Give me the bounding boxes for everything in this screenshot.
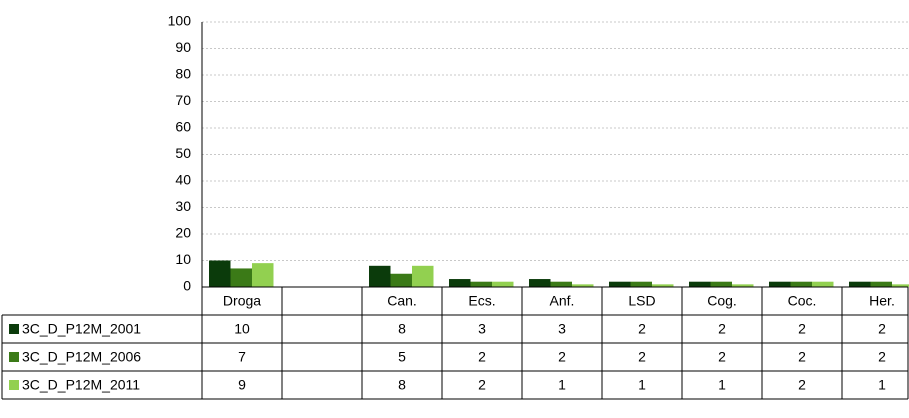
x-tick-label: Coc. [788,293,817,309]
bar [209,260,231,287]
y-tick-label: 30 [175,198,191,214]
table-value: 1 [718,377,726,393]
y-tick-label: 100 [168,13,192,29]
bar [252,263,274,287]
bar [710,281,732,287]
bar [870,281,892,287]
bar [529,279,551,287]
table-value: 10 [234,321,250,337]
table-value: 1 [878,377,886,393]
table-value: 9 [238,377,246,393]
bar [550,281,572,287]
table-value: 2 [878,321,886,337]
bar [892,284,909,287]
x-tick-label: Anf. [550,293,575,309]
table-value: 8 [398,321,406,337]
y-tick-label: 20 [175,225,191,241]
y-tick-label: 60 [175,119,191,135]
table-value: 2 [638,321,646,337]
table-value: 8 [398,377,406,393]
table-value: 2 [798,377,806,393]
y-tick-label: 50 [175,145,191,161]
y-tick-label: 80 [175,66,191,82]
bar [849,281,871,287]
legend-label: 3C_D_P12M_2006 [22,349,141,365]
table-value: 2 [638,349,646,365]
y-tick-label: 10 [175,251,191,267]
legend-label: 3C_D_P12M_2001 [22,321,141,337]
bar [369,265,391,287]
x-tick-label: Can. [387,293,417,309]
table-value: 3 [558,321,566,337]
x-tick-label: Her. [869,293,895,309]
table-value: 2 [798,321,806,337]
y-tick-label: 40 [175,172,191,188]
x-tick-label: Droga [223,293,261,309]
bar [790,281,812,287]
bar [609,281,631,287]
bar [572,284,594,287]
bar [412,265,434,287]
legend-label: 3C_D_P12M_2011 [22,377,140,393]
y-tick-label: 0 [183,278,191,294]
bar [449,279,471,287]
legend-swatch [9,380,19,390]
table-value: 3 [478,321,486,337]
bar [732,284,754,287]
x-tick-label: LSD [628,293,655,309]
table-value: 2 [478,377,486,393]
bar [230,268,252,287]
table-value: 2 [478,349,486,365]
table-value: 1 [558,377,566,393]
table-value: 2 [798,349,806,365]
legend-swatch [9,324,19,334]
y-tick-label: 70 [175,92,191,108]
table-value: 7 [238,349,246,365]
bar [689,281,711,287]
table-value: 2 [718,349,726,365]
table-value: 2 [558,349,566,365]
table-value: 5 [398,349,406,365]
table-value: 2 [718,321,726,337]
table-value: 2 [878,349,886,365]
x-tick-label: Cog. [707,293,737,309]
bar [652,284,674,287]
legend-swatch [9,352,19,362]
y-tick-label: 90 [175,39,191,55]
bar [470,281,492,287]
x-tick-label: Ecs. [468,293,495,309]
bar [769,281,791,287]
table-value: 1 [638,377,646,393]
bar [492,281,514,287]
bar [390,273,412,287]
bar [812,281,834,287]
bar [630,281,652,287]
